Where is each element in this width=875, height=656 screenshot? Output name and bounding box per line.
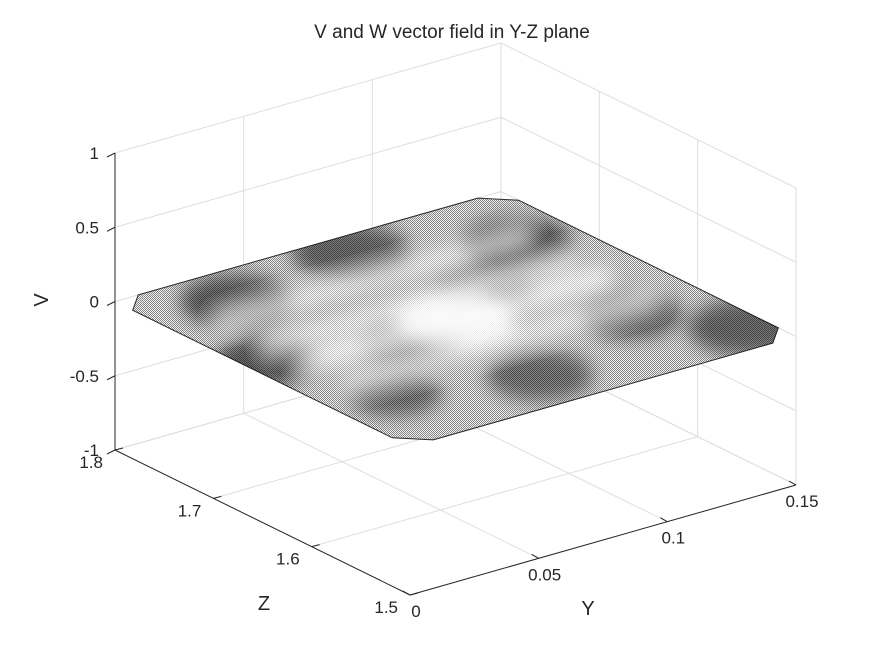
shading-blob [485,350,594,401]
z-axis-label: Z [258,593,270,615]
y-tick-mark [660,517,668,523]
v-axis-label: V [31,293,53,307]
v-tick-mark [106,301,116,306]
v-tick-label: -0.5 [70,367,99,386]
y-tick-label: 0.05 [528,565,561,584]
y-tick-label: 0.15 [785,492,818,511]
shading-streak [216,227,530,330]
chart-title: V and W vector field in Y-Z plane [314,22,590,43]
z-tick-mark [409,592,419,596]
v-tick-mark [106,449,116,455]
z-tick-mark [213,495,222,499]
y-tick-mark [788,480,797,486]
shading-streak [263,250,577,353]
v-tick-mark [106,152,116,158]
v-tick-label: -1 [84,441,99,460]
v-tick-mark [106,375,116,381]
v-tick-label: 0.5 [75,218,99,237]
z-tick-label: 1.7 [178,501,202,520]
y-axis-label: Y [581,598,594,620]
y-tick-label: 0 [411,602,420,621]
y-tick-mark [531,553,539,559]
v-axis-ticks: -1 -0.5 0 0.5 1 [70,144,116,460]
grid-line [114,42,502,154]
y-axis-ticks: 0 0.05 0.1 0.15 [402,480,819,621]
z-tick-mark [311,544,320,548]
z-axis-line [114,449,411,596]
shading-streak [343,290,657,392]
y-axis-line [409,484,797,596]
y-tick-mark [402,590,411,596]
grid-line [114,116,502,228]
v-tick-mark [106,226,116,232]
z-tick-label: 1.8 [79,453,103,472]
z-tick-mark [114,447,124,451]
shading-blob [687,299,779,356]
shading-streak [298,264,613,374]
v-tick-label: 0 [90,293,99,312]
grid-line [311,436,698,548]
z-axis-ticks: 1.5 1.6 1.7 1.8 [79,447,419,617]
grid-line [500,42,797,189]
grid-line [243,412,539,559]
grid-line [500,116,797,263]
y-tick-label: 0.1 [662,529,686,548]
v-tick-label: 1 [90,144,99,163]
z-tick-label: 1.5 [374,598,398,617]
z-tick-label: 1.6 [276,550,300,569]
surface-shading [179,217,779,417]
surface-plot [132,197,779,441]
